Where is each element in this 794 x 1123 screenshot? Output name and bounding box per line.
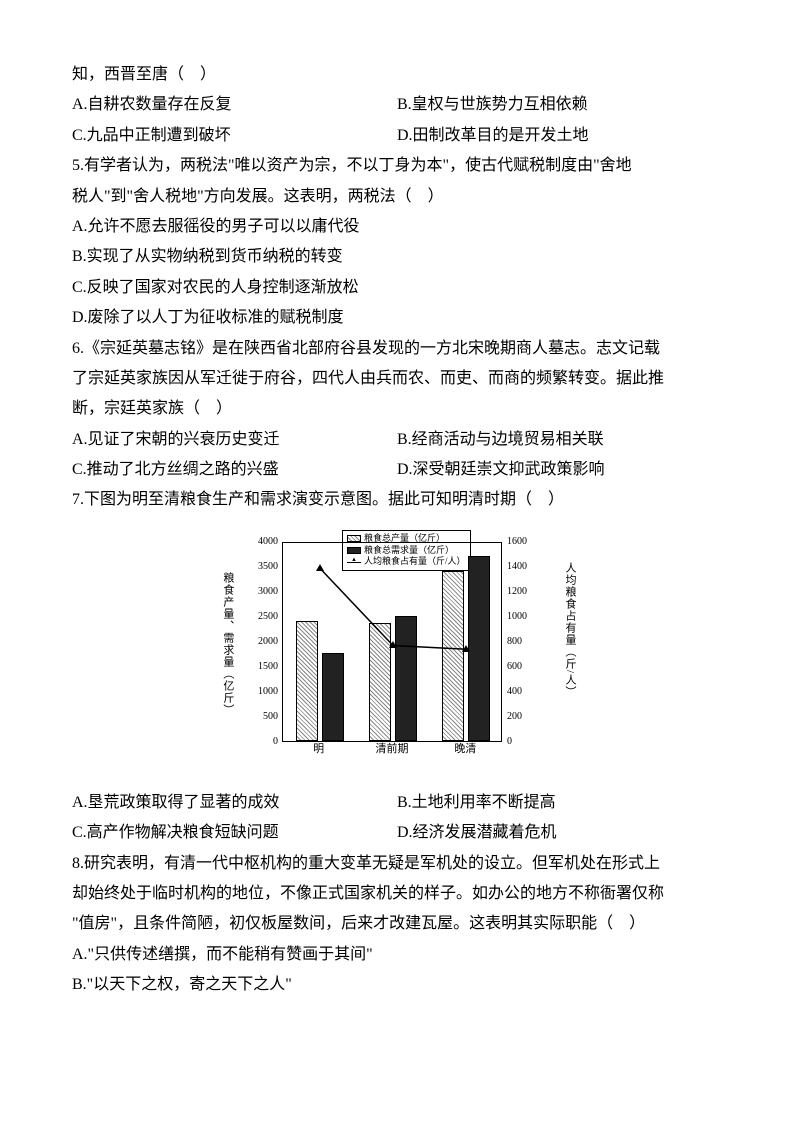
y-right-tick: 200 [507,712,537,722]
q6-option-a: A.见证了宋朝的兴衰历史变迁 [72,425,397,455]
q6-stem-1: 6.《宗延英墓志铭》是在陕西省北部府谷县发现的一方北宋晚期商人墓志。志文记载 [72,334,722,364]
y-right-tick: 0 [507,737,537,747]
y-left-tick: 0 [248,737,278,747]
bar-production [369,623,391,741]
y-left-tick: 2000 [248,637,278,647]
grain-chart: 粮食产量、需求量（亿斤） 人均粮食占有量（斤/人） 粮食总产量（亿斤） 粮食总需… [212,522,582,782]
y-left-tick: 3500 [248,562,278,572]
q4-option-b: B.皇权与世族势力互相依赖 [397,90,722,120]
q8-option-a: A."只供传述缮撰，而不能稍有赞画于其间" [72,940,722,970]
q6-options-row2: C.推动了北方丝绸之路的兴盛 D.深受朝廷崇文抑武政策影响 [72,455,722,485]
y-right-tick: 1400 [507,562,537,572]
q4-tail: 知，西晋至唐（ ） [72,60,722,90]
y-right-tick: 400 [507,687,537,697]
q5-option-d: D.废除了以人丁为征收标准的赋税制度 [72,303,722,333]
bar-production [296,621,318,741]
y-left-tick: 1500 [248,662,278,672]
line-point [462,645,470,652]
y-left-tick: 500 [248,712,278,722]
q5-stem-2: 税人"到"舍人税地"方向发展。这表明，两税法（ ） [72,182,722,212]
y-right-tick: 1000 [507,612,537,622]
q5-stem-1: 5.有学者认为，两税法"唯以资产为宗，不以丁身为本"，使古代赋税制度由"舍地 [72,151,722,181]
q7-options-row2: C.高产作物解决粮食短缺问题 D.经济发展潜藏着危机 [72,818,722,848]
q6-option-c: C.推动了北方丝绸之路的兴盛 [72,455,397,485]
q8-stem-2: 却始终处于临时机构的地位，不像正式国家机关的样子。如办公的地方不称衙署仅称 [72,879,722,909]
q4-option-c: C.九品中正制遭到破坏 [72,121,397,151]
q8-stem-3: "值房"，且条件简陋，初仅板屋数间，后来才改建瓦屋。这表明其实际职能（ ） [72,909,722,939]
chart-container: 粮食产量、需求量（亿斤） 人均粮食占有量（斤/人） 粮食总产量（亿斤） 粮食总需… [72,522,722,782]
q7-option-d: D.经济发展潜藏着危机 [397,818,722,848]
q6-option-b: B.经商活动与边境贸易相关联 [397,425,722,455]
y-right-tick: 1600 [507,537,537,547]
y-left-tick: 2500 [248,612,278,622]
q7-options-row1: A.垦荒政策取得了显著的成效 B.土地利用率不断提高 [72,788,722,818]
q4-option-d: D.田制改革目的是开发土地 [397,121,722,151]
x-category-label: 清前期 [367,739,417,760]
x-category-label: 明 [294,739,344,760]
bar-demand [322,653,344,741]
q4-options-row1: A.自耕农数量存在反复 B.皇权与世族势力互相依赖 [72,90,722,120]
y-left-tick: 1000 [248,687,278,697]
plot-area [282,542,502,742]
y-axis-left-label: 粮食产量、需求量（亿斤） [217,572,238,716]
q4-options-row2: C.九品中正制遭到破坏 D.田制改革目的是开发土地 [72,121,722,151]
y-left-tick: 4000 [248,537,278,547]
line-point [389,641,397,648]
y-left-tick: 3000 [248,587,278,597]
bar-production [442,571,464,741]
q6-stem-2: 了宗延英家族因从军迁徙于府谷，四代人由兵而农、而吏、而商的频繁转变。据此推 [72,364,722,394]
q7-option-a: A.垦荒政策取得了显著的成效 [72,788,397,818]
q6-stem-3: 断，宗廷英家族（ ） [72,394,722,424]
q7-option-c: C.高产作物解决粮食短缺问题 [72,818,397,848]
q7-option-b: B.土地利用率不断提高 [397,788,722,818]
q6-options-row1: A.见证了宋朝的兴衰历史变迁 B.经商活动与边境贸易相关联 [72,425,722,455]
y-right-tick: 1200 [507,587,537,597]
q4-option-a: A.自耕农数量存在反复 [72,90,397,120]
q8-stem-1: 8.研究表明，有清一代中枢机构的重大变革无疑是军机处的设立。但军机处在形式上 [72,849,722,879]
bar-demand [468,556,490,741]
q5-option-a: A.允许不愿去服徭役的男子可以以庸代役 [72,212,722,242]
q7-stem: 7.下图为明至清粮食生产和需求演变示意图。据此可知明清时期（ ） [72,485,722,515]
q8-option-b: B."以天下之权，寄之天下之人" [72,970,722,1000]
y-right-tick: 800 [507,637,537,647]
q6-option-d: D.深受朝廷崇文抑武政策影响 [397,455,722,485]
bar-demand [395,616,417,741]
q5-option-c: C.反映了国家对农民的人身控制逐渐放松 [72,273,722,303]
y-right-tick: 600 [507,662,537,672]
line-point [316,564,324,571]
x-category-label: 晚清 [440,739,490,760]
q5-option-b: B.实现了从实物纳税到货币纳税的转变 [72,242,722,272]
y-axis-right-label: 人均粮食占有量（斤/人） [559,562,580,698]
